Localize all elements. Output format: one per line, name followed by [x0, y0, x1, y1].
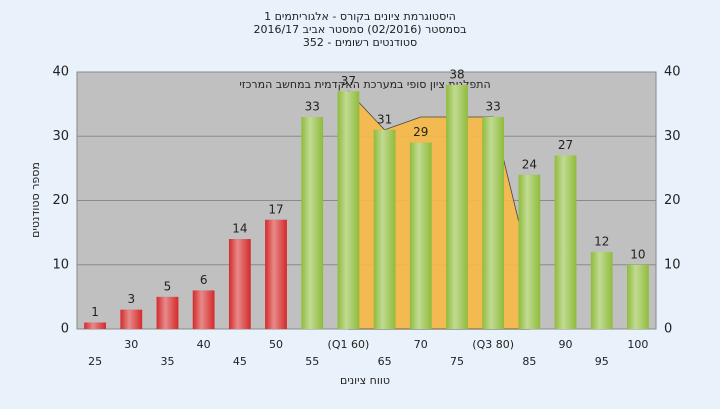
- data-label: 24: [522, 157, 537, 171]
- data-label: 10: [630, 247, 645, 261]
- bar-shade: [192, 290, 215, 329]
- chart-subtitle: בסמסטר (02/2016) סמסטר אביב 2016/17: [253, 23, 466, 36]
- bar-shade: [265, 219, 287, 329]
- data-label: 14: [232, 222, 247, 236]
- data-label: 17: [268, 202, 283, 216]
- x-tick-label: 55: [305, 355, 319, 368]
- data-label: 33: [486, 99, 501, 113]
- y-tick-label: 40: [52, 65, 69, 80]
- y-axis-title: מספר סטודנטים: [29, 162, 42, 238]
- annotation: התפלגות ציון סופי במערכת האקדמית במחשב ה…: [239, 78, 490, 91]
- chart-title: היסטוגרמת ציונים בקורס - אלגוריתמים 1: [264, 10, 456, 23]
- bar-shade: [84, 322, 106, 329]
- y2-tick-label: 10: [664, 257, 681, 272]
- x-tick-label: 25: [88, 355, 102, 368]
- x-tick-label: 85: [522, 355, 536, 368]
- bar-shade: [301, 116, 324, 329]
- data-label: 27: [558, 138, 573, 152]
- x-tick-label: 50: [269, 338, 283, 351]
- chart-subtitle: סטודנטים רשומים - 352: [303, 36, 417, 49]
- x-tick-label: 35: [160, 355, 174, 368]
- y2-tick-label: 40: [664, 65, 681, 80]
- y-tick-label: 10: [52, 257, 69, 272]
- bar-shade: [627, 264, 649, 329]
- bar-shade: [590, 251, 613, 329]
- y2-tick-label: 0: [664, 322, 672, 337]
- bar-shade: [228, 239, 251, 329]
- data-label: 6: [200, 273, 208, 287]
- bar-shade: [120, 309, 143, 329]
- bar-shade: [409, 142, 432, 329]
- x-tick-label: 45: [233, 355, 247, 368]
- data-label: 1: [91, 305, 99, 319]
- bar-shade: [554, 155, 577, 329]
- x-tick-label: 30: [124, 338, 138, 351]
- y-tick-label: 0: [61, 322, 69, 337]
- x-tick-label: 40: [197, 338, 211, 351]
- y2-tick-label: 30: [664, 129, 681, 144]
- y-tick-label: 20: [52, 193, 69, 208]
- x-tick-label: 75: [450, 355, 464, 368]
- data-label: 3: [127, 292, 135, 306]
- data-label: 5: [164, 279, 172, 293]
- data-label: 29: [413, 125, 428, 139]
- bar-shade: [156, 296, 179, 329]
- x-tick-label: 90: [559, 338, 573, 351]
- x-tick-label: (Q1 60): [328, 338, 370, 351]
- x-tick-label: 100: [627, 338, 648, 351]
- y-tick-label: 30: [52, 129, 69, 144]
- data-label: 38: [449, 67, 464, 81]
- y2-tick-label: 20: [664, 193, 681, 208]
- bar-shade: [482, 116, 505, 329]
- data-label: 37: [341, 74, 356, 88]
- x-axis-title: טווח ציונים: [340, 374, 390, 387]
- data-label: 31: [377, 112, 392, 126]
- x-tick-label: 95: [595, 355, 609, 368]
- bar-shade: [373, 129, 396, 329]
- bar-shade: [518, 174, 541, 329]
- bar-shade: [446, 84, 468, 329]
- x-tick-label: (Q3 80): [472, 338, 514, 351]
- x-tick-label: 70: [414, 338, 428, 351]
- bar-shade: [337, 91, 360, 330]
- data-label: 12: [594, 234, 609, 248]
- x-tick-label: 65: [378, 355, 392, 368]
- data-label: 33: [305, 99, 320, 113]
